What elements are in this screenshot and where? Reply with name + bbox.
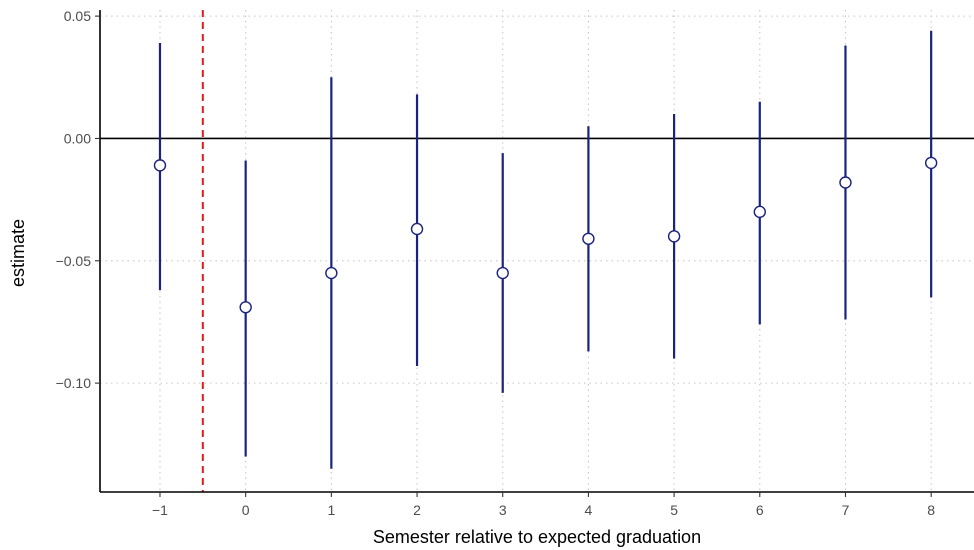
x-tick-label-5: 4 (585, 502, 593, 518)
estimate-point-0 (153, 159, 167, 172)
estimate-point-5 (582, 232, 595, 245)
confidence-intervals (158, 30, 933, 469)
x-axis-title: Semester relative to expected graduation (373, 527, 701, 547)
x-tick-label-4: 3 (499, 502, 507, 518)
estimate-point-8 (839, 176, 852, 189)
x-tick-label-1: 0 (242, 502, 250, 518)
x-tick-label-0: −1 (152, 502, 168, 518)
estimate-point-1 (239, 301, 252, 314)
x-tick-label-2: 1 (327, 502, 335, 518)
estimate-point-3 (410, 222, 424, 236)
y-tick-label-3: −0.10 (56, 375, 92, 391)
grid (100, 10, 974, 492)
y-tick-label-2: −0.05 (56, 253, 92, 269)
x-tick-label-8: 7 (842, 502, 850, 518)
estimate-point-2 (325, 266, 338, 280)
estimate-point-6 (667, 230, 681, 243)
x-tick-label-9: 8 (927, 502, 935, 518)
estimate-point-4 (496, 266, 509, 280)
y-tick-label-1: 0.00 (64, 130, 91, 146)
y-axis-title: estimate (8, 219, 28, 287)
estimate-point-7 (753, 205, 766, 219)
y-tick-label-0: 0.05 (64, 8, 91, 24)
reference-lines (100, 10, 974, 492)
estimate-point-9 (924, 156, 938, 170)
x-tick-label-6: 5 (670, 502, 678, 518)
axes (95, 10, 974, 497)
x-tick-label-7: 6 (756, 502, 764, 518)
x-tick-label-3: 2 (413, 502, 421, 518)
estimate-points (153, 156, 938, 314)
tick-labels: 0.05 0.00 −0.05 −0.10 −1 0 1 2 3 4 5 6 7 8 (56, 8, 936, 518)
